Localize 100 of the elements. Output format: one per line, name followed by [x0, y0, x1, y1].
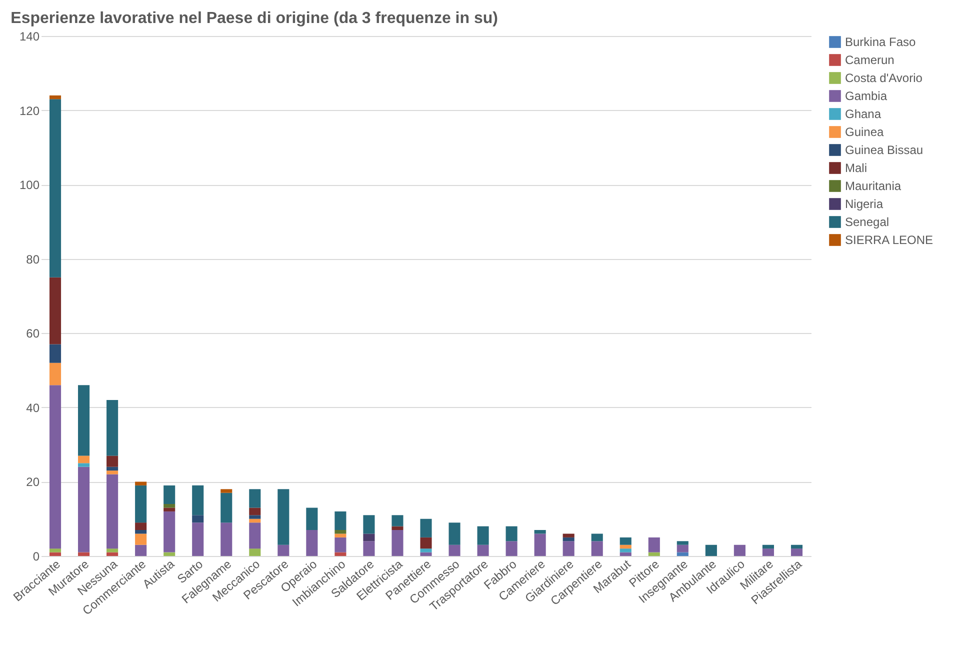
bar	[220, 492, 232, 523]
bar	[762, 544, 774, 549]
bar	[762, 548, 774, 556]
legend-label: Mali	[845, 161, 868, 175]
bar	[363, 541, 375, 556]
bar	[705, 544, 717, 556]
bar	[78, 463, 90, 467]
bar	[506, 526, 518, 542]
bar	[363, 515, 375, 534]
bar	[135, 485, 147, 523]
bar	[334, 511, 346, 530]
bar	[420, 548, 432, 552]
bar	[334, 552, 346, 556]
bar	[448, 522, 460, 545]
bar	[420, 552, 432, 556]
legend-label: Ghana	[845, 107, 882, 121]
bar	[420, 537, 432, 549]
bar	[534, 534, 546, 556]
legend-label: Nigeria	[845, 197, 884, 211]
bar	[164, 508, 176, 512]
bar	[562, 541, 574, 556]
bar	[620, 537, 632, 545]
bar	[135, 482, 147, 486]
legend-label: Guinea Bissau	[845, 143, 924, 157]
legend-label: Costa d'Avorio	[845, 71, 923, 85]
bar	[506, 541, 518, 556]
bar	[249, 518, 261, 523]
bar	[135, 530, 147, 534]
bar	[106, 474, 118, 549]
bar	[249, 489, 261, 508]
bar	[78, 456, 90, 464]
bar	[249, 515, 261, 519]
y-tick-label: 80	[26, 252, 40, 266]
bar	[790, 544, 803, 549]
bar	[392, 515, 404, 526]
bar	[106, 470, 118, 474]
y-tick-label: 0	[32, 550, 40, 564]
bar	[135, 522, 147, 530]
bar	[562, 537, 574, 542]
bar	[78, 552, 90, 556]
bar	[49, 95, 62, 100]
bar	[734, 544, 746, 556]
bar	[676, 541, 688, 545]
bar	[363, 534, 375, 542]
bar	[135, 544, 147, 556]
bar	[278, 489, 290, 545]
bar	[534, 530, 546, 534]
bar	[249, 508, 261, 516]
bar	[106, 552, 118, 556]
bar	[562, 534, 574, 538]
bar	[620, 552, 632, 556]
bar	[334, 530, 346, 534]
bar	[790, 548, 803, 556]
bar	[49, 277, 62, 344]
bar	[448, 544, 460, 556]
y-tick-label: 60	[26, 326, 40, 341]
bar	[420, 518, 432, 538]
bar	[49, 99, 62, 278]
bar	[106, 466, 118, 471]
bar	[306, 530, 318, 556]
bar	[220, 489, 232, 493]
bar	[591, 541, 603, 556]
bar	[220, 522, 232, 556]
bar	[676, 552, 688, 556]
bar	[192, 485, 204, 516]
bar	[49, 344, 62, 363]
bar	[620, 548, 632, 552]
legend-label: Guinea	[845, 125, 884, 139]
legend-label: Camerun	[845, 53, 894, 67]
legend-label: Mauritania	[845, 179, 902, 193]
bar	[392, 530, 404, 556]
legend-label: Burkina Faso	[845, 35, 916, 49]
y-tick-label: 140	[19, 30, 40, 44]
y-tick-label: 120	[19, 104, 40, 118]
bar	[392, 526, 404, 530]
bar	[135, 534, 147, 545]
legend-label: SIERRA LEONE	[845, 233, 934, 247]
y-tick-label: 40	[26, 400, 40, 415]
bar	[106, 400, 118, 456]
legend-label: Senegal	[845, 215, 890, 229]
y-tick-label: 20	[26, 475, 40, 490]
bar	[164, 504, 176, 508]
chart-title: Esperienze lavorative nel Paese di origine (da 3 frequenze in su)	[10, 10, 498, 27]
bar	[78, 385, 90, 456]
bar	[306, 508, 318, 530]
bar	[334, 534, 346, 538]
bar	[620, 544, 632, 549]
bar	[164, 511, 176, 552]
bar	[278, 544, 290, 556]
bar	[477, 526, 489, 545]
bar	[49, 548, 62, 552]
bar	[477, 544, 489, 556]
bar	[78, 466, 90, 552]
bar	[49, 385, 62, 549]
bar	[648, 537, 660, 552]
bar	[249, 548, 261, 556]
legend-label: Gambia	[845, 89, 888, 103]
bar	[49, 362, 62, 386]
bar	[164, 552, 176, 556]
bar	[591, 534, 603, 542]
